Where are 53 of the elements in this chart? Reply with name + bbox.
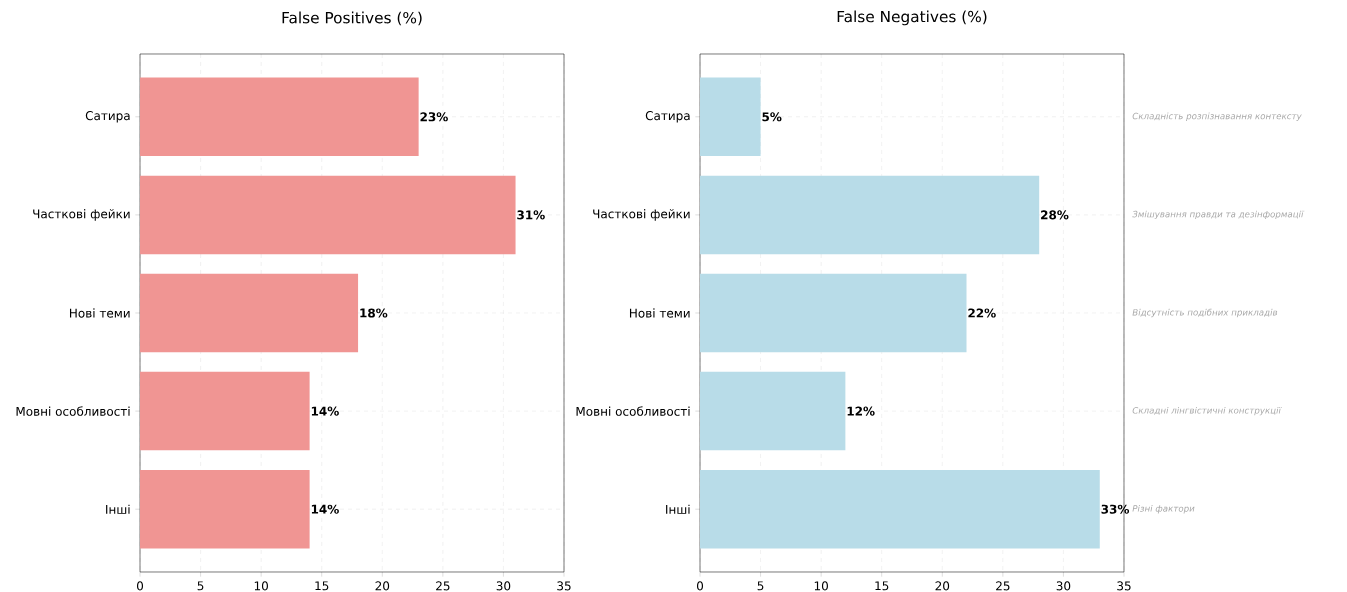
y-tick-label: Мовні особливості xyxy=(576,406,690,416)
text: Відсутність подібних прикладів xyxy=(1132,308,1278,318)
y-tick-label: Сатира xyxy=(85,111,130,123)
bar xyxy=(140,175,516,255)
text: Складні лінгвістичні конструкції xyxy=(1132,406,1282,416)
bar xyxy=(140,273,359,353)
y-tick-label: Часткові фейки xyxy=(33,209,130,221)
y-tick-label: Нові теми xyxy=(69,308,130,318)
bar xyxy=(700,469,1100,549)
x-tick-label: 0 xyxy=(136,581,144,591)
bar xyxy=(700,175,1040,255)
x-tick-label: 15 xyxy=(315,581,329,591)
bar xyxy=(140,77,419,157)
x-tick-label: 25 xyxy=(996,581,1010,591)
x-tick-label: 5 xyxy=(757,581,764,591)
x-tick-label: 15 xyxy=(875,581,889,591)
x-tick-label: 20 xyxy=(375,581,390,591)
y-tick-label: Нові теми xyxy=(629,308,690,318)
x-tick-label: 10 xyxy=(254,581,268,591)
y-tick-label: Інші xyxy=(106,504,130,514)
bar xyxy=(140,469,310,549)
x-tick-label: 20 xyxy=(935,581,950,591)
x-tick-label: 25 xyxy=(436,581,450,591)
y-tick-label: Сатира xyxy=(645,111,690,123)
chart-title: False Negatives (%) xyxy=(837,10,987,26)
text: Змішування правди та дезінформації xyxy=(1132,210,1305,220)
data-label: 14% xyxy=(311,406,339,416)
x-tick-label: 35 xyxy=(557,581,571,591)
x-tick-label: 35 xyxy=(1117,581,1131,591)
x-tick-label: 30 xyxy=(496,581,511,591)
x-tick-label: 5 xyxy=(197,581,204,591)
x-tick-label: 0 xyxy=(696,581,704,591)
y-tick-label: Інші xyxy=(666,504,690,514)
data-label: 33% xyxy=(1101,504,1130,514)
bar xyxy=(700,371,846,451)
data-label: 28% xyxy=(1041,210,1069,220)
bar xyxy=(140,371,310,451)
data-label: 5% xyxy=(762,112,782,122)
text: Різні фактори xyxy=(1132,505,1195,514)
bar xyxy=(700,77,761,157)
y-tick-label: Мовні особливості xyxy=(16,406,130,416)
bar xyxy=(700,273,967,353)
data-label: 23% xyxy=(420,112,448,122)
data-label: 12% xyxy=(847,406,875,416)
data-label: 18% xyxy=(360,308,388,318)
text: Складність розпізнавання контексту xyxy=(1132,112,1302,121)
y-tick-label: Часткові фейки xyxy=(593,209,690,221)
x-tick-label: 30 xyxy=(1056,581,1071,591)
data-label: 31% xyxy=(517,210,545,220)
x-tick-label: 10 xyxy=(814,581,828,591)
data-label: 14% xyxy=(311,504,339,514)
chart-title: False Positives (%) xyxy=(282,11,422,26)
data-label: 22% xyxy=(968,308,996,318)
